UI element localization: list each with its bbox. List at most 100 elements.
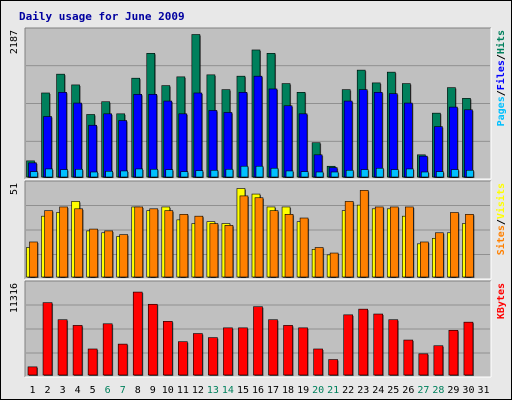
bar-sites-day-30-face bbox=[465, 214, 474, 278]
bar-sites-day-16-face bbox=[254, 197, 264, 278]
bar-sites-day-29-face bbox=[450, 212, 459, 278]
bar-files-day-8 bbox=[133, 94, 143, 178]
bar-sites-day-1-face bbox=[29, 241, 38, 278]
bar-sites-day-6-face bbox=[104, 230, 113, 278]
bar-kbytes-day-9 bbox=[147, 303, 159, 376]
bar-kbytes-day-14 bbox=[223, 327, 234, 376]
x-tick-label: 21 bbox=[327, 385, 339, 396]
x-tick-label: 1 bbox=[30, 385, 36, 396]
bar-pages-day-4-face bbox=[75, 168, 83, 178]
bar-kbytes-day-16 bbox=[253, 306, 264, 376]
bar-kbytes-day-29-face bbox=[448, 329, 459, 376]
bar-files-day-18 bbox=[283, 105, 294, 178]
bar-files-day-16-face bbox=[253, 75, 263, 178]
bar-sites-day-20-face bbox=[314, 247, 324, 278]
bar-pages-day-21 bbox=[330, 171, 340, 178]
bar-sites-day-19 bbox=[299, 217, 310, 278]
bar-sites-day-11 bbox=[179, 214, 189, 278]
bar-files-day-7 bbox=[118, 120, 128, 178]
bar-kbytes-day-25 bbox=[388, 319, 399, 376]
bar-pages-day-30-face bbox=[466, 169, 474, 178]
bar-pages-day-12-face bbox=[195, 170, 204, 178]
bar-sites-day-11-face bbox=[179, 214, 189, 278]
x-tick-label: 22 bbox=[342, 385, 354, 396]
bar-sites-day-23-face bbox=[359, 190, 369, 278]
bar-pages-day-4 bbox=[75, 168, 84, 178]
bar-pages-day-1 bbox=[30, 171, 39, 178]
bar-pages-day-16-face bbox=[255, 165, 264, 178]
bar-kbytes-day-13-face bbox=[208, 337, 218, 376]
bar-sites-day-5 bbox=[89, 228, 99, 278]
bar-pages-day-28 bbox=[436, 171, 445, 178]
bar-files-day-17-face bbox=[268, 88, 278, 178]
bar-files-day-10 bbox=[163, 100, 173, 178]
bar-files-day-6-face bbox=[103, 113, 112, 178]
bar-kbytes-day-23 bbox=[358, 308, 369, 376]
bar-pages-day-20 bbox=[315, 171, 325, 178]
bar-sites-day-29 bbox=[450, 212, 460, 278]
bar-kbytes-day-12-face bbox=[193, 333, 203, 376]
x-tick-label: 24 bbox=[372, 385, 384, 396]
bar-kbytes-day-19-face bbox=[298, 327, 308, 376]
bar-kbytes-day-3-face bbox=[57, 319, 68, 376]
bar-kbytes-day-22-face bbox=[343, 314, 353, 376]
bar-kbytes-day-24-face bbox=[373, 313, 384, 376]
bar-files-day-25 bbox=[388, 93, 399, 178]
bar-files-day-29-face bbox=[449, 106, 458, 178]
bar-pages-day-10-face bbox=[165, 169, 174, 178]
legend-item-sites: Sites bbox=[495, 225, 507, 255]
legend-visits-sites: Sites/Visits bbox=[495, 183, 507, 255]
bar-files-day-26-face bbox=[404, 102, 413, 178]
legend-item-pages: Pages bbox=[496, 96, 507, 126]
bar-kbytes-day-1 bbox=[27, 366, 38, 376]
x-tick-label: 18 bbox=[282, 385, 294, 396]
bar-sites-day-18 bbox=[284, 214, 295, 278]
bar-sites-day-28 bbox=[435, 232, 445, 278]
bar-files-day-7-face bbox=[118, 120, 127, 178]
bar-pages-day-23-face bbox=[360, 169, 369, 178]
bar-pages-day-22-face bbox=[345, 169, 354, 178]
legend-item-files: Files bbox=[495, 60, 507, 90]
bar-sites-day-13-face bbox=[209, 223, 219, 278]
bar-pages-day-11-face bbox=[180, 171, 189, 178]
bar-kbytes-day-2 bbox=[42, 302, 54, 376]
bar-pages-day-5 bbox=[90, 171, 99, 178]
legend-separator: / bbox=[496, 54, 507, 60]
bar-kbytes-day-10 bbox=[162, 321, 174, 376]
bar-sites-day-30 bbox=[465, 214, 475, 278]
bar-pages-day-2 bbox=[45, 168, 54, 178]
x-tick-label: 27 bbox=[417, 385, 429, 396]
bar-pages-day-25-face bbox=[390, 169, 399, 178]
bar-kbytes-day-18-face bbox=[283, 325, 293, 376]
bar-pages-day-15-face bbox=[240, 165, 249, 178]
bar-kbytes-day-22 bbox=[343, 314, 354, 376]
bar-pages-day-5-face bbox=[90, 171, 98, 178]
bar-pages-day-9-face bbox=[150, 168, 159, 178]
bar-sites-day-1 bbox=[29, 241, 39, 278]
bar-files-day-12 bbox=[193, 92, 203, 178]
bar-kbytes-day-2-face bbox=[42, 302, 53, 376]
bar-sites-day-2-face bbox=[44, 210, 53, 278]
bar-kbytes-day-28 bbox=[433, 345, 444, 376]
bar-kbytes-day-15-face bbox=[238, 327, 248, 376]
bar-pages-day-14-face bbox=[225, 168, 234, 178]
chart-title: Daily usage for June 2009 bbox=[19, 10, 185, 23]
bar-pages-day-27 bbox=[421, 171, 430, 178]
bar-kbytes-day-9-face bbox=[147, 303, 158, 376]
bar-sites-day-26-face bbox=[405, 206, 414, 278]
y-max-label-kbytes: 11316 bbox=[9, 283, 20, 313]
y-max-label-visits-sites: 51 bbox=[9, 183, 20, 195]
bar-sites-day-24-face bbox=[374, 206, 384, 278]
legend-hits-files-pages: Pages/Files/Hits bbox=[495, 30, 507, 126]
bar-pages-day-23 bbox=[360, 169, 370, 178]
bar-pages-day-24 bbox=[375, 167, 385, 178]
bar-kbytes-day-25-face bbox=[388, 319, 399, 376]
bar-sites-day-4-face bbox=[74, 208, 83, 278]
bar-pages-day-13 bbox=[210, 169, 219, 178]
bar-kbytes-day-1-face bbox=[27, 366, 38, 376]
bar-kbytes-day-12 bbox=[193, 333, 204, 376]
bar-pages-day-7-face bbox=[120, 170, 128, 178]
bar-pages-day-6 bbox=[105, 170, 114, 178]
bar-pages-day-21-face bbox=[330, 171, 339, 178]
bar-pages-day-10 bbox=[165, 169, 174, 178]
